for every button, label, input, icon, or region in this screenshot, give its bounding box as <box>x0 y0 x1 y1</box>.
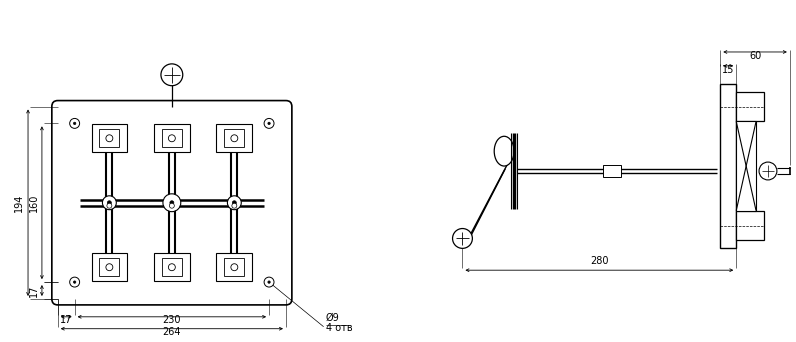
Circle shape <box>264 277 274 287</box>
Circle shape <box>268 281 271 283</box>
Bar <box>100 129 119 147</box>
Text: 4 отв: 4 отв <box>326 323 352 333</box>
Circle shape <box>70 118 80 128</box>
Bar <box>224 129 244 147</box>
Circle shape <box>70 277 80 287</box>
Circle shape <box>232 203 237 208</box>
Circle shape <box>453 228 472 248</box>
Circle shape <box>231 264 238 271</box>
Circle shape <box>170 201 174 205</box>
Circle shape <box>161 64 183 86</box>
Circle shape <box>268 122 271 124</box>
Text: 280: 280 <box>590 256 609 266</box>
Bar <box>603 165 621 177</box>
Circle shape <box>73 281 76 283</box>
Bar <box>154 253 189 281</box>
Bar <box>736 121 756 211</box>
Bar <box>162 258 181 276</box>
Bar <box>217 124 252 152</box>
Text: 230: 230 <box>162 315 181 325</box>
Bar <box>100 258 119 276</box>
Bar <box>217 253 252 281</box>
Bar <box>92 124 127 152</box>
Bar <box>736 92 764 121</box>
Circle shape <box>231 135 238 142</box>
Circle shape <box>103 196 116 210</box>
Text: 160: 160 <box>29 194 39 212</box>
Circle shape <box>106 264 113 271</box>
Ellipse shape <box>494 136 514 166</box>
Bar <box>92 253 127 281</box>
Circle shape <box>169 135 175 142</box>
Circle shape <box>73 122 76 124</box>
Circle shape <box>232 201 236 205</box>
Text: 17: 17 <box>60 315 72 325</box>
Bar <box>736 211 764 240</box>
Circle shape <box>163 194 181 212</box>
Circle shape <box>106 135 113 142</box>
Text: 264: 264 <box>162 327 181 337</box>
Circle shape <box>264 118 274 128</box>
Circle shape <box>169 264 175 271</box>
Bar <box>224 258 244 276</box>
Text: 60: 60 <box>749 51 761 61</box>
Circle shape <box>228 196 241 210</box>
Text: 194: 194 <box>14 194 24 212</box>
Bar <box>154 124 189 152</box>
Circle shape <box>165 196 179 210</box>
Text: 17: 17 <box>29 284 39 297</box>
Text: 15: 15 <box>722 65 735 75</box>
Bar <box>162 129 181 147</box>
Circle shape <box>759 162 777 180</box>
FancyBboxPatch shape <box>52 101 292 305</box>
Circle shape <box>107 203 112 208</box>
Bar <box>720 84 736 248</box>
Circle shape <box>170 203 174 208</box>
Text: Ø9: Ø9 <box>326 313 339 323</box>
Circle shape <box>107 201 111 205</box>
